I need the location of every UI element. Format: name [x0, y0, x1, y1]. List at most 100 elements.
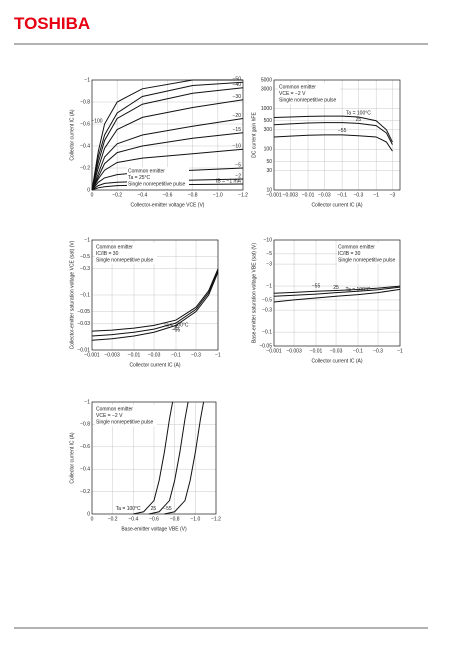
x-tick-label: −0.6: [163, 192, 173, 198]
x-tick-label: −1.2: [238, 192, 248, 198]
y-axis-label: Collector-emitter saturation voltage VCE…: [69, 240, 75, 349]
plot-frame: [91, 79, 244, 191]
annotation-box: [278, 83, 340, 105]
annotation-box: [95, 405, 157, 427]
y-tick-label: −0.4: [80, 467, 90, 473]
y-tick-label: −0.1: [262, 329, 272, 335]
annotation: Common emitter: [96, 406, 133, 412]
x-axis-label: Base-emitter voltage VBE (V): [121, 526, 187, 532]
series-line: [133, 401, 174, 515]
x-tick-label: −0.003: [286, 348, 302, 354]
series-line: [91, 148, 244, 191]
x-tick-label: −0.1: [171, 352, 181, 358]
x-tick-label: −1: [215, 352, 221, 358]
plot-frame: [91, 401, 217, 515]
y-tick-label: 50: [266, 159, 272, 165]
series-line: [91, 81, 244, 191]
series-line: [273, 288, 401, 303]
y-tick-label: 300: [264, 127, 273, 133]
y-tick-label: −0.5: [80, 254, 90, 260]
y-tick-label: −0.8: [80, 422, 90, 428]
annotation: Single nonrepetitive pulse: [128, 181, 185, 187]
x-tick-label: −0.03: [318, 192, 331, 198]
y-tick-label: −0.2: [80, 165, 90, 171]
series-label: 25: [333, 285, 339, 291]
series-line: [148, 401, 189, 515]
y-tick-label: 0: [87, 187, 90, 193]
annotation: Single nonrepetitive pulse: [96, 257, 153, 263]
x-tick-label: −0.1: [353, 348, 363, 354]
series-line: [91, 99, 244, 191]
x-tick-label: −3: [390, 192, 396, 198]
chart: −0.001 −0.003 −0.01 −0.03 −0.1 −0.3 −1 −0.05 −0.…: [251, 237, 403, 364]
y-tick-label: −0.4: [80, 143, 90, 149]
series-line: [91, 132, 244, 191]
annotation: IC/IB = 30: [96, 251, 119, 257]
annotation: Single nonrepetitive pulse: [338, 257, 395, 263]
y-tick-label: 3000: [261, 86, 272, 92]
series-label: Ta = 100°C: [346, 287, 371, 293]
y-axis-label: Collector current IC (A): [69, 109, 75, 160]
y-tick-label: −0.6: [80, 121, 90, 127]
x-tick-label: −0.001: [84, 352, 100, 358]
series-label: 25: [356, 117, 362, 123]
y-axis-label: DC current gain hFE: [251, 112, 257, 158]
y-tick-label: −0.3: [80, 266, 90, 272]
x-tick-label: −0.6: [149, 516, 159, 522]
x-tick-label: −0.003: [283, 192, 299, 198]
series-label: −55: [312, 284, 321, 290]
series-line: [91, 87, 244, 191]
series-label: −55: [338, 128, 347, 134]
series-label: −50: [233, 77, 242, 83]
series-label: Ta = 100°C: [116, 506, 141, 512]
series-label: −40: [233, 82, 242, 88]
x-tick-label: −0.03: [148, 352, 161, 358]
y-tick-label: 10: [266, 187, 272, 193]
y-tick-label: 100: [264, 147, 273, 153]
y-tick-label: 500: [264, 118, 273, 124]
series-line: [273, 122, 393, 145]
series-line: [91, 270, 219, 337]
series-label: Ta = 100°C: [346, 110, 371, 116]
y-tick-label: −0.03: [77, 321, 90, 327]
x-tick-label: −1.0: [213, 192, 223, 198]
y-axis-label: Collector current IC (A): [69, 432, 75, 483]
x-tick-label: −0.3: [373, 348, 383, 354]
x-tick-label: −0.2: [112, 192, 122, 198]
series-line: [91, 183, 244, 191]
x-tick-label: −0.4: [128, 516, 138, 522]
series-line: [91, 268, 219, 332]
y-tick-label: −0.8: [80, 99, 90, 105]
annotation: Single nonrepetitive pulse: [96, 419, 153, 425]
series-label: −55: [172, 328, 181, 334]
x-tick-label: −0.01: [128, 352, 141, 358]
y-tick-label: −1: [266, 283, 272, 289]
y-tick-label: −0.6: [80, 444, 90, 450]
y-tick-label: −0.2: [80, 489, 90, 495]
x-tick-label: −0.4: [137, 192, 147, 198]
y-tick-label: −5: [266, 251, 272, 257]
series-line: [91, 178, 244, 191]
series-label: 25: [173, 325, 179, 331]
x-axis-label: Collector current IC (A): [311, 358, 362, 364]
series-line: [91, 79, 243, 191]
y-tick-label: −10: [264, 237, 273, 243]
x-tick-label: −0.8: [170, 516, 180, 522]
y-tick-label: 30: [266, 168, 272, 174]
x-axis-label: Collector current IC (A): [311, 202, 362, 208]
y-tick-label: 0: [87, 511, 90, 517]
annotation-box: [127, 167, 189, 189]
x-axis-label: Collector-emitter voltage VCE (V): [131, 202, 205, 208]
series-line: [164, 401, 205, 515]
x-tick-label: −1: [397, 348, 403, 354]
x-tick-label: −1.2: [211, 516, 221, 522]
series-label: −30: [233, 94, 242, 100]
y-tick-label: 5000: [261, 77, 272, 83]
x-tick-label: −0.03: [330, 348, 343, 354]
y-tick-label: −0.3: [262, 307, 272, 313]
annotation: VCE = −2 V: [279, 91, 306, 97]
series-label: 25: [151, 506, 157, 512]
y-tick-label: −0.5: [262, 297, 272, 303]
x-axis-label: Collector current IC (A): [129, 362, 180, 368]
annotation-box: [95, 243, 157, 265]
